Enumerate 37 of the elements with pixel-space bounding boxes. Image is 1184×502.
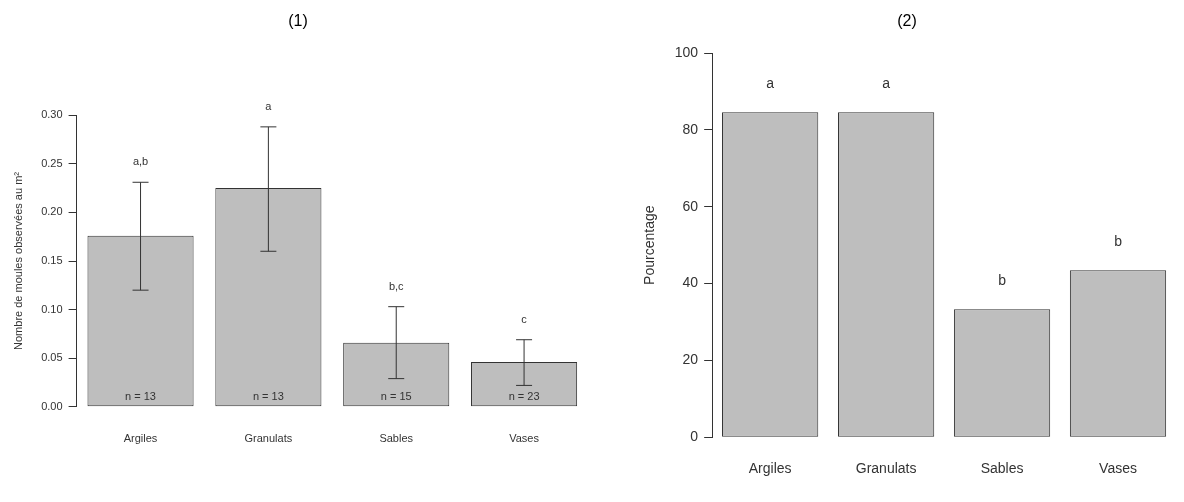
x-tick-label: Argiles [123,432,158,445]
y-tick-label: 0.00 [41,399,63,412]
annotation: n = 23 [508,389,540,402]
x-tick-label: Vases [509,432,540,445]
x-tick-label: Sables [379,432,414,445]
x-tick-label: Argiles [748,460,792,477]
x-tick-label: Vases [1099,460,1137,477]
annotation: n = 13 [125,389,156,402]
x-tick-label: Sables [980,460,1024,477]
annotation: b [998,272,1007,289]
y-tick-label: 40 [682,274,699,291]
annotation: a [882,75,891,92]
y-tick-label: 80 [682,120,699,137]
y-tick-label: 0.05 [41,351,63,364]
text: a [265,99,273,112]
y-tick-label: 0.10 [41,302,63,315]
y-tick-label: 0.25 [41,156,63,169]
x-tick-label: Granulats [855,460,917,477]
y-tick-label: 20 [682,351,699,368]
annotation: n = 13 [252,389,284,402]
y-tick-label: 0.20 [41,205,63,218]
annotation: c [521,312,528,325]
annotation: n = 15 [380,389,412,402]
y-tick-label: 0.15 [41,254,63,267]
y-tick-label: 60 [682,197,699,214]
chart-title: (1) [288,12,308,30]
y-tick-label: 0.30 [41,108,63,121]
y-tick-label: 100 [674,44,699,61]
x-tick-label: Granulats [244,432,293,445]
y-axis-title: Nombre de moules observées au m² [11,171,24,350]
y-tick-label: 0 [690,428,699,445]
annotation: a [766,75,775,92]
y-axis-title: Pourcentage [641,205,658,285]
annotation: a,b [132,155,149,168]
chart-title: (2) [897,12,917,30]
annotation: b,c [388,279,405,292]
annotation: b [1114,233,1123,250]
